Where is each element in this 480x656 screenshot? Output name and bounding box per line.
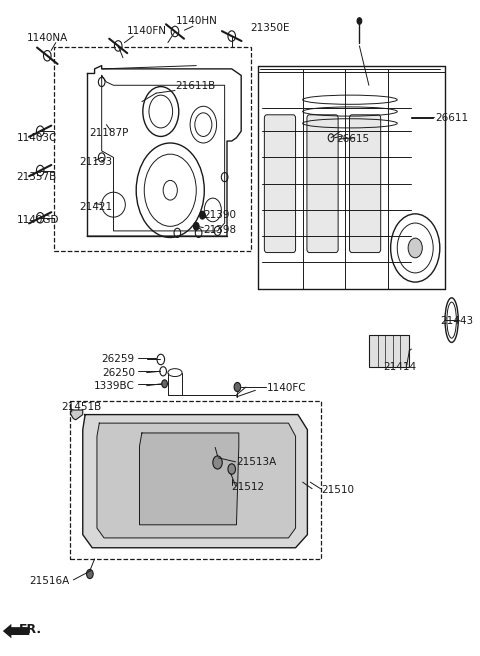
Text: 21611B: 21611B	[175, 81, 215, 91]
Text: 21357B: 21357B	[16, 172, 57, 182]
Circle shape	[357, 18, 362, 24]
Text: 1140FN: 1140FN	[127, 26, 167, 36]
Circle shape	[234, 382, 240, 392]
Text: 21414: 21414	[383, 362, 416, 373]
Text: 1140FC: 1140FC	[267, 383, 307, 394]
Text: 26259: 26259	[102, 354, 135, 365]
Text: 26250: 26250	[102, 367, 135, 378]
Text: 21398: 21398	[204, 224, 237, 235]
Circle shape	[86, 569, 93, 579]
Polygon shape	[140, 433, 239, 525]
Text: 26611: 26611	[435, 113, 468, 123]
FancyArrow shape	[3, 624, 29, 638]
Text: 21421: 21421	[80, 201, 113, 212]
Bar	[70, 401, 321, 559]
Text: 1140NA: 1140NA	[27, 33, 68, 43]
FancyBboxPatch shape	[349, 115, 381, 253]
Bar	[369, 335, 409, 367]
Text: FR.: FR.	[19, 623, 42, 636]
FancyBboxPatch shape	[307, 115, 338, 253]
Polygon shape	[71, 410, 83, 420]
Circle shape	[408, 238, 422, 258]
Text: 21350E: 21350E	[251, 23, 290, 33]
Circle shape	[162, 380, 168, 388]
Polygon shape	[83, 415, 307, 548]
Text: 21516A: 21516A	[30, 575, 70, 586]
Circle shape	[200, 211, 205, 219]
Text: 26615: 26615	[336, 134, 369, 144]
Polygon shape	[97, 423, 296, 538]
Circle shape	[213, 456, 222, 469]
Text: 1339BC: 1339BC	[94, 380, 135, 391]
Text: 21513A: 21513A	[237, 457, 276, 468]
Circle shape	[193, 222, 199, 230]
Text: 21512: 21512	[232, 482, 265, 492]
Text: 21187P: 21187P	[89, 127, 128, 138]
Text: 11403C: 11403C	[16, 133, 57, 143]
Text: 1140GD: 1140GD	[16, 215, 59, 225]
FancyBboxPatch shape	[264, 115, 296, 253]
Text: 21133: 21133	[80, 157, 113, 167]
Circle shape	[228, 464, 236, 474]
Text: 21451B: 21451B	[61, 401, 102, 412]
Text: 21510: 21510	[322, 485, 355, 495]
Text: 21443: 21443	[440, 316, 473, 327]
Bar	[54, 47, 251, 251]
Text: 21390: 21390	[204, 210, 236, 220]
Text: 1140HN: 1140HN	[175, 16, 217, 26]
